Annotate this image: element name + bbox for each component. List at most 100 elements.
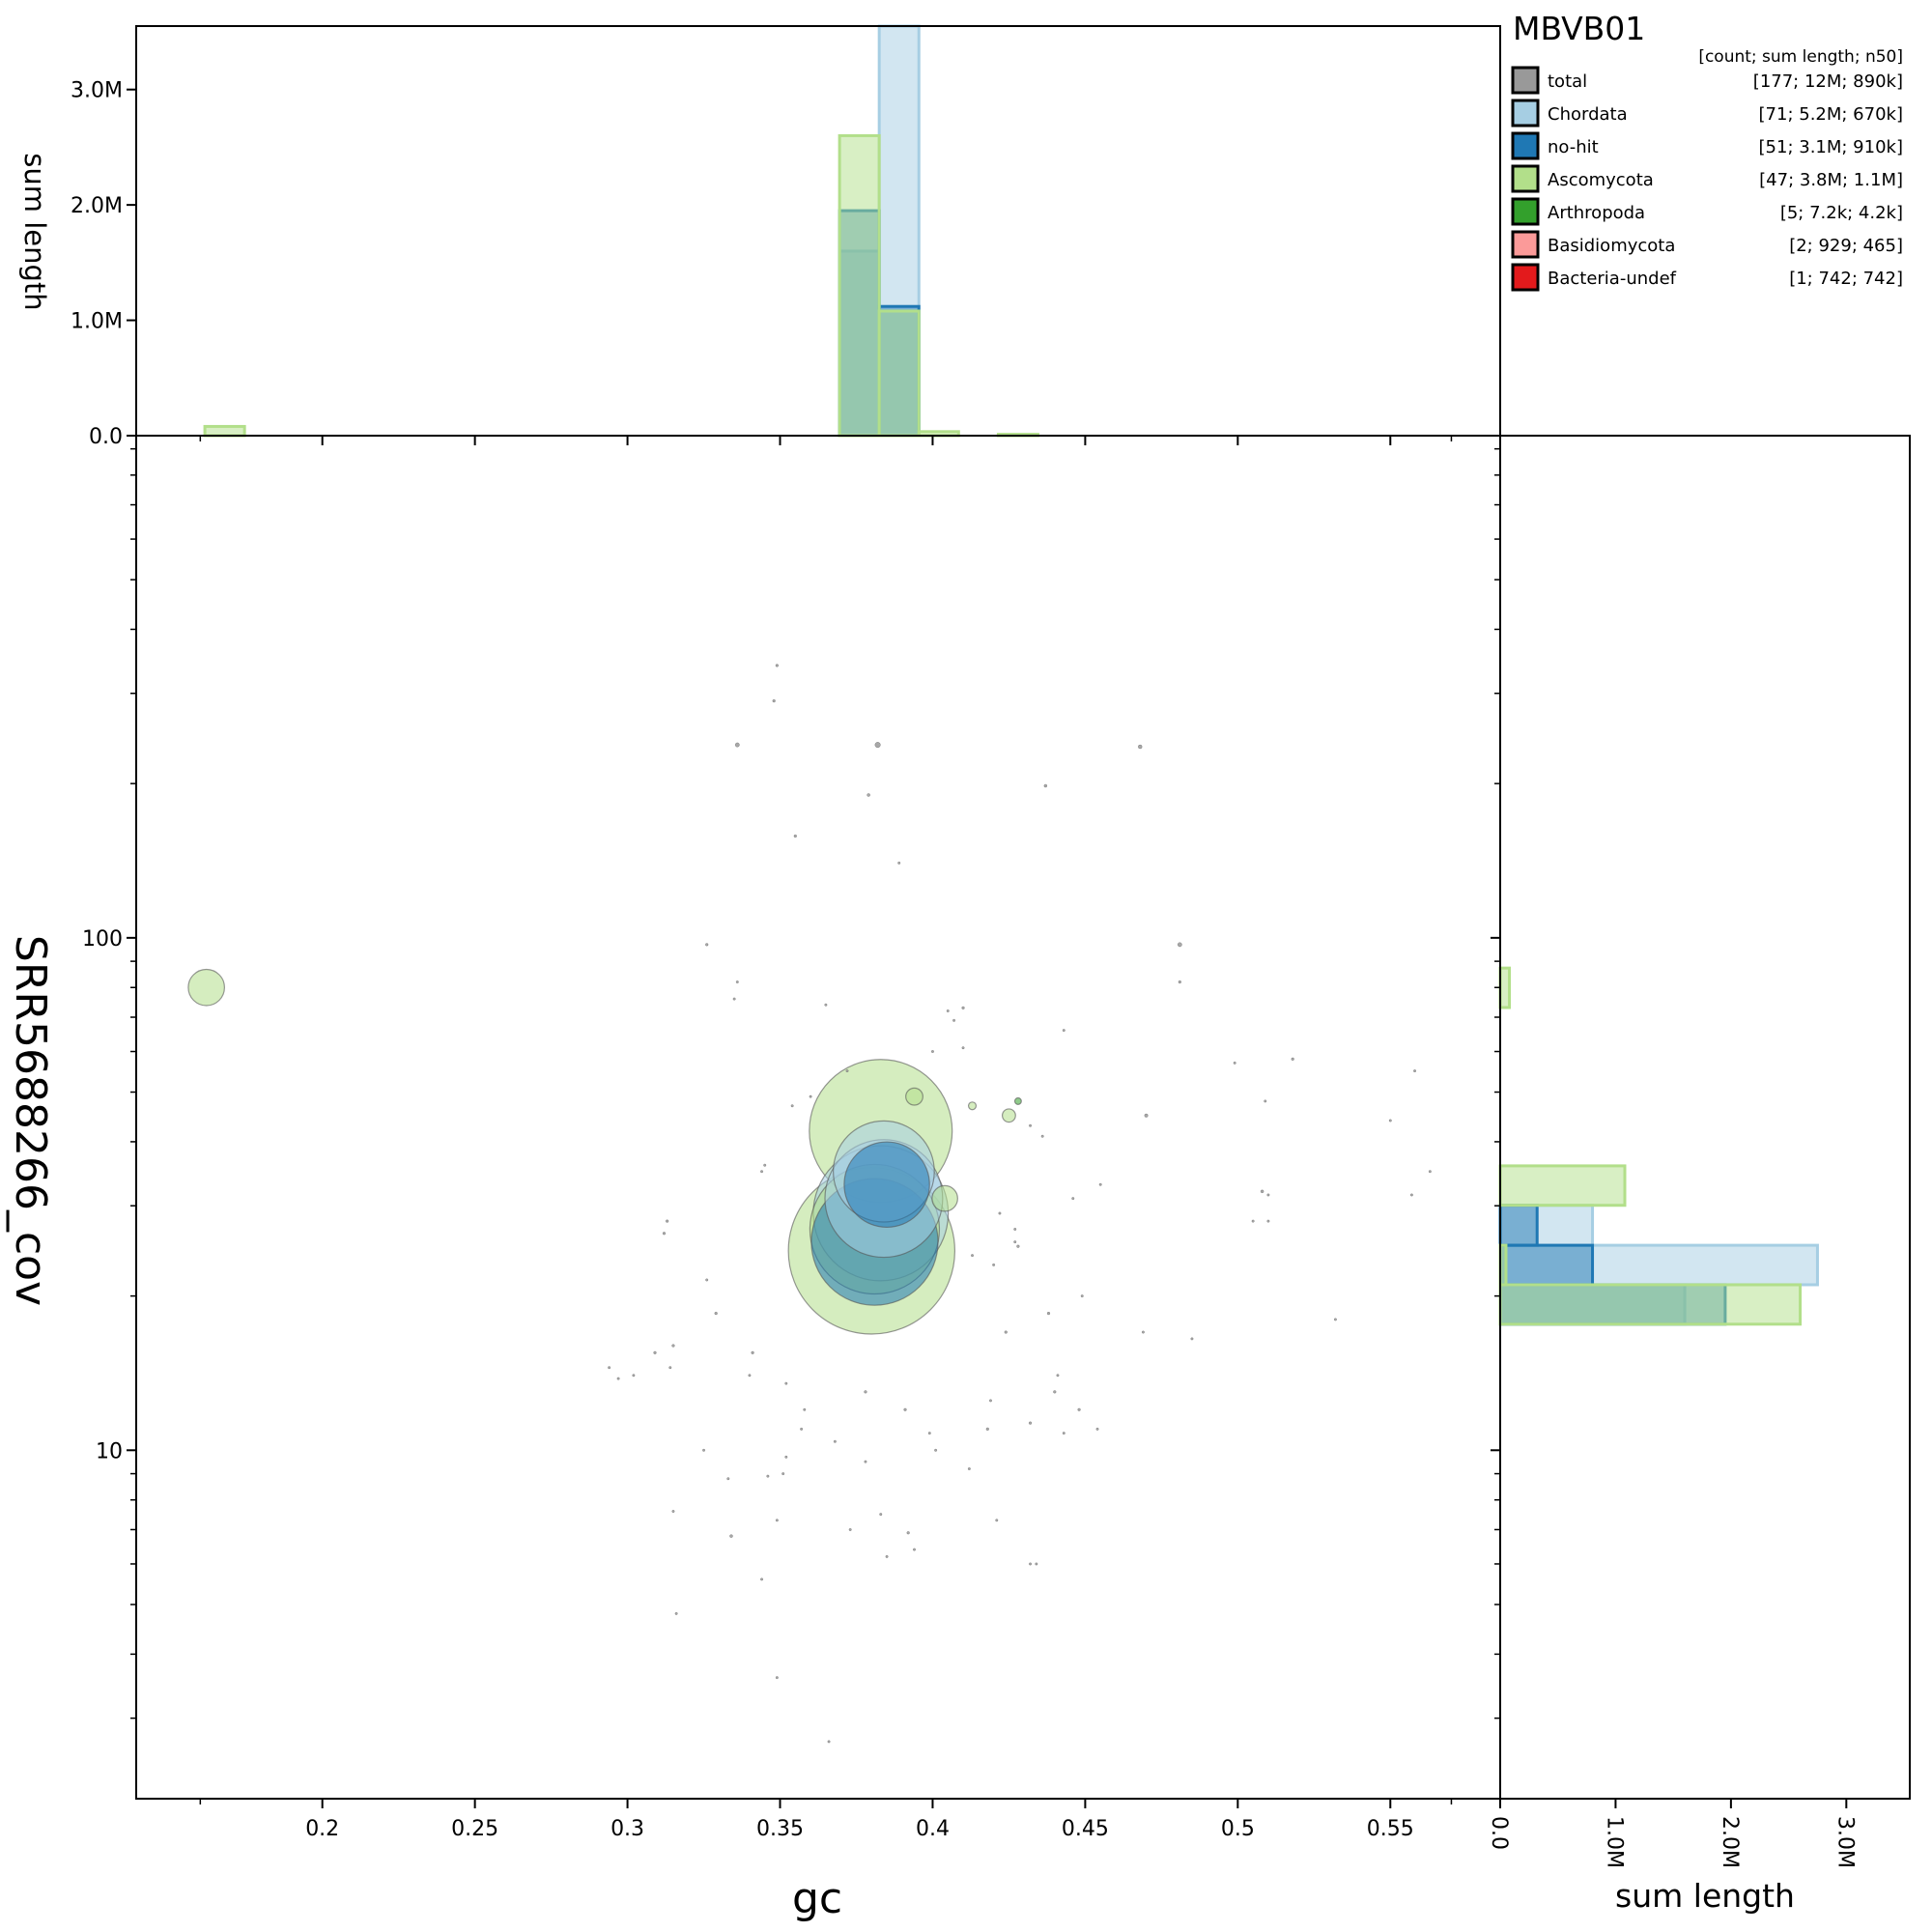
point-no-hit — [843, 1141, 930, 1229]
legend-swatch-basidiomycota — [1511, 230, 1540, 259]
point-arthropoda — [1013, 1096, 1022, 1105]
legend-label: total — [1548, 71, 1587, 92]
point-total — [1138, 744, 1143, 750]
point-total — [1043, 783, 1048, 788]
point-total — [775, 1519, 779, 1522]
top-hist-y-tick-label: 3.0M — [71, 79, 123, 103]
legend-header: [count; sum length; n50] — [1698, 47, 1903, 67]
legend-stats: [1; 742; 742] — [1789, 269, 1903, 289]
point-total — [766, 1474, 770, 1478]
point-total — [930, 1050, 934, 1054]
point-total — [668, 1366, 672, 1370]
point-total — [726, 1477, 730, 1481]
point-total — [1141, 1330, 1145, 1334]
axes: 0.2 0.25 0.3 0.35 0.4 0.45 0.5 0.55 10 100 0.0 0.0 1… — [71, 25, 1911, 1868]
x-tick-label: 0.25 — [451, 1817, 498, 1841]
point-total — [1428, 1170, 1432, 1174]
point-total — [988, 1399, 992, 1403]
point-total — [1004, 1330, 1008, 1334]
y-tick-label: 10 — [96, 1439, 123, 1463]
point-total — [784, 1381, 788, 1385]
legend-swatch-ascomycota — [1511, 164, 1540, 193]
point-total — [775, 1676, 779, 1680]
point-total — [867, 793, 870, 797]
right-hist-x-tick-label: 3.0M — [1833, 1816, 1857, 1868]
point-total — [793, 834, 797, 838]
point-total — [903, 1407, 907, 1411]
point-total — [1413, 1069, 1417, 1073]
point-total — [1178, 980, 1181, 984]
point-total — [775, 664, 780, 668]
right-hist-x-tick-label: 0.0 — [1487, 1816, 1511, 1850]
x-tick-label: 0.35 — [756, 1817, 804, 1841]
point-total — [879, 1513, 883, 1517]
point-total — [845, 1069, 849, 1073]
point-total — [632, 1374, 636, 1378]
point-total — [913, 1548, 917, 1551]
point-total — [985, 1427, 989, 1431]
legend-label: no-hit — [1548, 137, 1599, 157]
point-total — [848, 1527, 852, 1531]
top-hist-bar-ascomycota — [877, 309, 921, 438]
x-tick-label: 0.5 — [1221, 1817, 1255, 1841]
point-total — [751, 1350, 754, 1354]
point-total — [998, 1211, 1002, 1215]
scatter-points — [187, 664, 1432, 1744]
legend-label: Ascomycota — [1548, 170, 1654, 190]
point-total — [1046, 1311, 1051, 1316]
point-total — [616, 1377, 620, 1380]
point-total — [1062, 1029, 1065, 1033]
point-total — [1071, 1197, 1075, 1201]
point-total — [1053, 1390, 1057, 1394]
point-total — [934, 1448, 938, 1452]
top-hist-frame — [135, 25, 1501, 437]
point-total — [897, 861, 901, 865]
legend-swatch-chordata — [1511, 99, 1540, 128]
point-total — [961, 1046, 965, 1050]
right-hist-bar-no-hit — [1498, 1243, 1595, 1287]
point-total — [702, 1448, 706, 1452]
point-total — [760, 1170, 764, 1174]
legend-stats: [71; 5.2M; 670k] — [1759, 104, 1903, 125]
legend-stats: [47; 3.8M; 1.1M] — [1759, 170, 1903, 190]
point-total — [735, 980, 739, 984]
y-tick-label: 100 — [82, 927, 123, 952]
top-hist-bar-ascomycota — [838, 133, 881, 438]
right-histogram — [1498, 966, 1819, 1326]
point-total — [971, 1254, 975, 1258]
point-total — [748, 1374, 752, 1378]
point-ascomycota — [187, 968, 226, 1007]
point-total — [1013, 1227, 1017, 1231]
legend-label: Arthropoda — [1548, 203, 1645, 223]
point-total — [809, 1094, 812, 1098]
point-total — [760, 1577, 764, 1581]
point-total — [864, 1460, 867, 1463]
point-total — [705, 1278, 709, 1282]
right-hist-frame — [1499, 435, 1911, 1800]
point-total — [1016, 1244, 1020, 1248]
point-ascomycota — [1001, 1108, 1016, 1123]
point-total — [1056, 1374, 1060, 1378]
legend-swatch-bacteria-undef — [1511, 263, 1540, 292]
legend-swatch-arthropoda — [1511, 197, 1540, 226]
point-total — [1266, 1219, 1270, 1223]
point-total — [992, 1263, 996, 1266]
chart-title: MBVB01 — [1513, 10, 1645, 47]
top-histogram — [203, 24, 1039, 438]
top-hist-y-tick-label: 0.0 — [89, 425, 123, 449]
legend-stats: [51; 3.1M; 910k] — [1759, 137, 1903, 157]
point-total — [671, 1344, 675, 1348]
point-total — [790, 1104, 794, 1108]
point-total — [1388, 1119, 1392, 1122]
point-total — [781, 1472, 785, 1476]
point-total — [827, 1740, 831, 1744]
point-total — [1264, 1099, 1267, 1103]
top-hist-y-tick-label: 2.0M — [71, 194, 123, 218]
point-total — [1333, 1318, 1337, 1321]
point-total — [1266, 1193, 1270, 1197]
x-tick-label: 0.3 — [611, 1817, 644, 1841]
top-hist-y-tick-label: 1.0M — [71, 310, 123, 334]
right-hist-x-tick-label: 2.0M — [1718, 1816, 1742, 1868]
point-total — [653, 1350, 657, 1354]
